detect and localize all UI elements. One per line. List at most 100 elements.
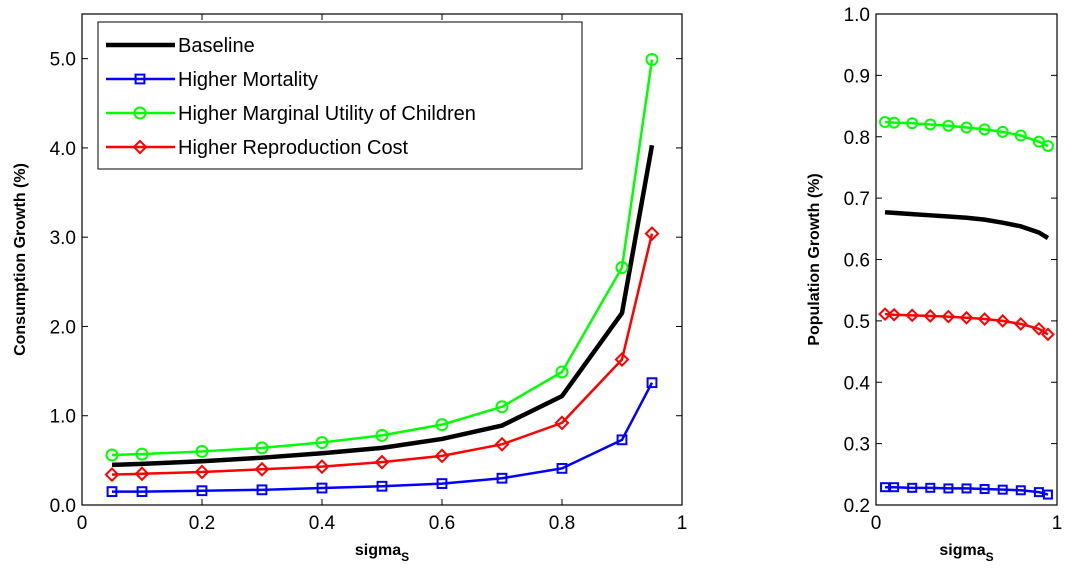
series-higher-mortality	[106, 377, 658, 498]
x-axis-label: sigmaS	[939, 542, 993, 564]
data-point	[554, 415, 570, 431]
series-line	[884, 209, 1050, 240]
x-axis-label-subscript: S	[986, 550, 994, 564]
y-tick-label: 3.0	[50, 228, 76, 249]
data-point	[434, 448, 450, 464]
data-point	[134, 466, 150, 482]
data-point	[255, 441, 269, 455]
data-point	[496, 472, 508, 484]
x-tick-label: 0.4	[309, 513, 336, 534]
data-point	[645, 53, 659, 67]
series-series-3	[878, 307, 1055, 342]
series-series-1	[880, 482, 1053, 500]
data-point	[1015, 485, 1026, 496]
data-point	[960, 121, 973, 134]
legend-marker	[134, 73, 146, 85]
data-point	[979, 484, 990, 495]
legend-label: Baseline	[178, 35, 255, 57]
data-point	[105, 448, 119, 462]
data-point	[905, 308, 920, 323]
x-tick-label: 0.6	[429, 513, 455, 534]
data-point	[1042, 489, 1053, 500]
x-tick-label: 1	[677, 513, 688, 534]
data-point	[889, 482, 900, 493]
data-point	[316, 482, 328, 494]
data-point	[1013, 317, 1028, 331]
plot-area	[876, 14, 1057, 505]
legend-box	[97, 21, 583, 170]
data-point	[194, 464, 210, 480]
y-tick-label: 0.4	[844, 373, 871, 394]
data-point	[959, 310, 974, 325]
x-tick-label: 0.8	[549, 513, 575, 534]
data-point	[435, 418, 449, 432]
data-point	[1033, 487, 1044, 498]
y-tick-label: 0.7	[844, 189, 870, 210]
series-series-2	[879, 116, 1054, 152]
series-higher-reproduction-cost	[104, 226, 660, 483]
data-point	[135, 447, 149, 461]
legend-entry: Higher Reproduction Cost	[106, 137, 409, 159]
data-point	[195, 444, 209, 458]
data-point	[887, 307, 902, 322]
y-tick-label: 0.8	[844, 128, 870, 149]
data-point	[943, 483, 954, 494]
legend-label: Higher Reproduction Cost	[178, 137, 409, 159]
x-tick-label: 0.2	[189, 513, 215, 534]
data-point	[996, 125, 1009, 138]
consumption-growth-panel: 0.0 1.0 2.0 3.0 4.0 5.0 0 0.2 0.4 0.6 0.8 1 sigmaS Co…	[12, 13, 688, 564]
legend-marker	[133, 106, 147, 120]
data-point	[315, 436, 329, 450]
data-point	[1041, 327, 1055, 342]
data-point	[880, 482, 891, 493]
series-series-0	[884, 209, 1050, 240]
data-point	[942, 119, 955, 132]
data-point	[376, 480, 388, 492]
y-axis-label: Population Growth (%)	[806, 173, 823, 345]
legend-entry: Baseline	[106, 35, 255, 57]
data-point	[906, 117, 919, 130]
legend-entry: Higher Marginal Utility of Children	[106, 103, 476, 125]
x-axis-label-main: sigma	[939, 542, 985, 559]
y-tick-label: 0.5	[844, 312, 870, 333]
population-growth-panel: 0.2 0.3 0.4 0.5 0.6 0.7 0.8 0.9 1.0 0 1 sigmaS Popul…	[806, 5, 1062, 564]
y-tick-label: 0.0	[50, 496, 76, 517]
y-axis-label: Consumption Growth (%)	[12, 163, 29, 356]
series-line	[112, 382, 654, 493]
legend-marker	[132, 139, 148, 155]
data-point	[644, 226, 660, 242]
y-tick-label: 0.2	[844, 496, 870, 517]
data-point	[924, 118, 937, 131]
data-point	[136, 486, 148, 498]
data-point	[495, 400, 509, 414]
series-line	[111, 59, 654, 457]
data-point	[1041, 139, 1054, 152]
data-point	[106, 486, 118, 498]
data-point	[961, 483, 972, 494]
data-point	[995, 313, 1010, 328]
data-point	[314, 459, 330, 475]
series-line	[111, 144, 655, 468]
data-point	[925, 482, 936, 493]
data-point	[923, 309, 938, 323]
x-tick-label: 0	[871, 513, 882, 534]
data-point	[978, 123, 991, 136]
data-point	[254, 461, 270, 477]
x-tick-label: 0	[77, 513, 88, 534]
data-point	[646, 377, 658, 389]
data-point	[977, 312, 992, 326]
data-point	[615, 261, 629, 275]
series-baseline	[111, 144, 655, 468]
data-point	[614, 352, 630, 367]
y-tick-label: 4.0	[50, 139, 76, 160]
data-point	[494, 436, 510, 452]
y-tick-label: 0.6	[844, 251, 870, 272]
data-point	[556, 462, 568, 474]
data-point	[1014, 129, 1027, 142]
axes-frame	[81, 13, 683, 506]
series-line	[884, 120, 1049, 148]
data-point	[888, 116, 901, 129]
data-point	[374, 454, 390, 470]
data-point	[555, 365, 569, 379]
